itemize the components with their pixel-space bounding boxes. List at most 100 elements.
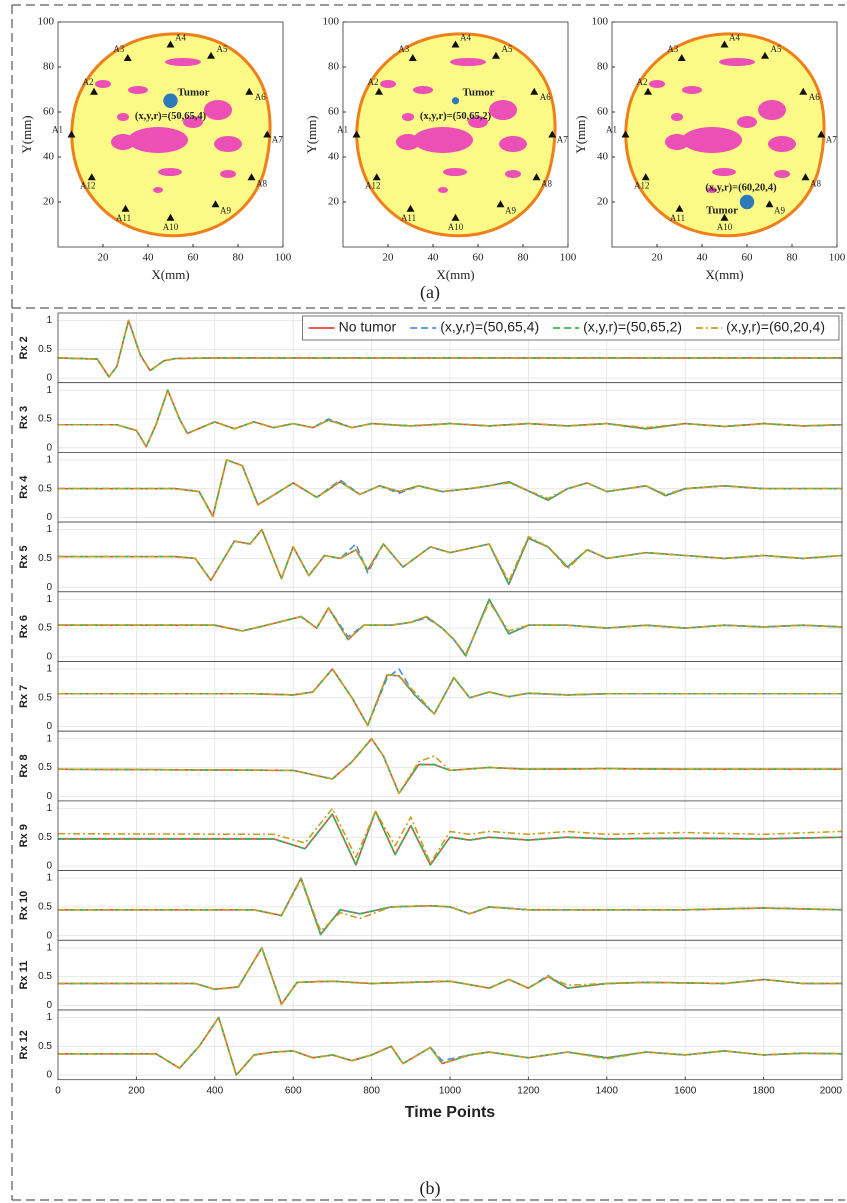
antenna xyxy=(644,87,652,95)
y-tick-label: 0.5 xyxy=(38,971,52,982)
x-tick-label: 80 xyxy=(787,252,799,264)
plot-frame xyxy=(611,21,838,248)
x-axis-label: X(mm) xyxy=(436,267,474,282)
y-axis-label: Rx 8 xyxy=(18,754,30,777)
series-line xyxy=(58,389,843,448)
antenna xyxy=(496,200,505,208)
antenna-label: A4 xyxy=(460,33,471,43)
antenna-label: A5 xyxy=(217,44,228,54)
series-line xyxy=(57,737,842,795)
y-tick-label: 0.5 xyxy=(38,762,52,773)
antenna xyxy=(263,130,272,138)
antenna xyxy=(211,200,220,208)
y-axis-label: Rx 11 xyxy=(18,961,30,990)
legend-label: No tumor xyxy=(339,319,397,335)
series-line xyxy=(58,877,843,932)
antenna xyxy=(375,87,383,95)
antenna xyxy=(799,87,808,95)
x-tick-label: 100 xyxy=(275,252,292,264)
y-tick-label: 0.5 xyxy=(38,902,52,913)
series-line xyxy=(58,601,843,655)
y-axis-label: Rx 7 xyxy=(18,685,30,708)
legend-label: (x,y,r)=(60,20,4) xyxy=(726,319,825,335)
antenna xyxy=(87,173,96,181)
y-tick-label: 0.5 xyxy=(38,553,52,564)
y-tick-label: 80 xyxy=(43,61,55,73)
x-axis-label: X(mm) xyxy=(151,267,189,282)
antenna-label: A4 xyxy=(729,33,740,43)
y-tick-label: 1 xyxy=(46,803,52,814)
antenna xyxy=(675,204,684,212)
antenna xyxy=(352,130,361,138)
x-tick-label: 100 xyxy=(560,252,577,264)
antenna-label: A7 xyxy=(272,135,283,145)
y-tick-label: 1 xyxy=(46,455,52,466)
plot-frame xyxy=(342,21,569,248)
y-tick-label: 0 xyxy=(46,373,52,384)
tumor-annotation: (x,y,r)=(60,20,4) xyxy=(705,182,777,193)
antenna-label: A6 xyxy=(540,92,551,102)
antenna xyxy=(530,87,539,95)
y-tick-label: 0 xyxy=(46,512,52,523)
x-axis-label: Time Points xyxy=(405,1104,495,1121)
x-tick-label: 0 xyxy=(55,1085,61,1096)
series-line xyxy=(58,528,843,583)
y-tick-label: 1 xyxy=(46,1012,52,1023)
antenna xyxy=(641,173,650,181)
antenna xyxy=(532,173,541,181)
antenna xyxy=(720,213,729,221)
y-tick-label: 60 xyxy=(328,106,340,118)
antenna-label: A6 xyxy=(255,92,266,102)
y-tick-label: 60 xyxy=(597,106,609,118)
legend-label: (x,y,r)=(50,65,2) xyxy=(583,319,682,335)
antenna-label: A4 xyxy=(175,33,186,43)
x-tick-label: 600 xyxy=(285,1085,302,1096)
series-line xyxy=(58,946,842,1006)
antenna xyxy=(765,200,774,208)
antenna-label: A5 xyxy=(502,44,513,54)
y-axis-label: Rx 4 xyxy=(18,475,30,499)
antenna-label: A3 xyxy=(667,44,678,54)
legend: No tumor (x,y,r)=(50,65,4) (x,y,r)=(50,65,… xyxy=(302,315,840,341)
y-tick-label: 80 xyxy=(328,61,340,73)
antenna xyxy=(67,130,76,138)
y-tick-label: 100 xyxy=(323,16,340,28)
antenna-label: A7 xyxy=(557,135,568,145)
y-tick-label: 100 xyxy=(38,16,55,28)
x-tick-label: 800 xyxy=(363,1085,380,1096)
antenna xyxy=(406,204,415,212)
phantom-image xyxy=(70,32,272,238)
x-tick-label: 60 xyxy=(742,252,754,264)
antenna xyxy=(121,204,130,212)
tumor-label: Tumor xyxy=(178,86,210,98)
antenna xyxy=(817,130,826,138)
x-tick-label: 40 xyxy=(143,252,155,264)
antenna-label: A9 xyxy=(774,205,785,215)
series-line xyxy=(57,319,842,378)
y-tick-label: 0.5 xyxy=(38,692,52,703)
y-tick-label: 40 xyxy=(597,151,609,163)
antenna xyxy=(801,173,810,181)
series-line xyxy=(58,598,843,657)
y-axis-label: Y(mm) xyxy=(304,115,319,153)
x-tick-label: 1000 xyxy=(439,1085,462,1096)
y-tick-label: 1 xyxy=(46,733,52,744)
y-axis-label: Y(mm) xyxy=(573,115,588,153)
y-tick-label: 1 xyxy=(46,524,52,535)
antenna xyxy=(207,51,215,59)
tumor xyxy=(451,97,460,105)
antenna-label: A12 xyxy=(365,180,381,190)
y-tick-label: 1 xyxy=(46,594,52,605)
tumor-annotation: (x,y,r)=(50,65,4) xyxy=(135,111,207,122)
antenna-label: A2 xyxy=(83,77,94,87)
antenna-label: A6 xyxy=(809,92,820,102)
antenna xyxy=(90,87,98,95)
y-tick-label: 0 xyxy=(46,1000,52,1011)
y-axis-label: Y(mm) xyxy=(19,115,34,153)
antenna-label: A8 xyxy=(541,178,552,188)
y-axis-label: Rx 3 xyxy=(18,406,30,429)
y-axis-label: Rx 5 xyxy=(18,545,30,568)
antenna xyxy=(548,130,557,138)
tumor-label: Tumor xyxy=(463,86,495,98)
